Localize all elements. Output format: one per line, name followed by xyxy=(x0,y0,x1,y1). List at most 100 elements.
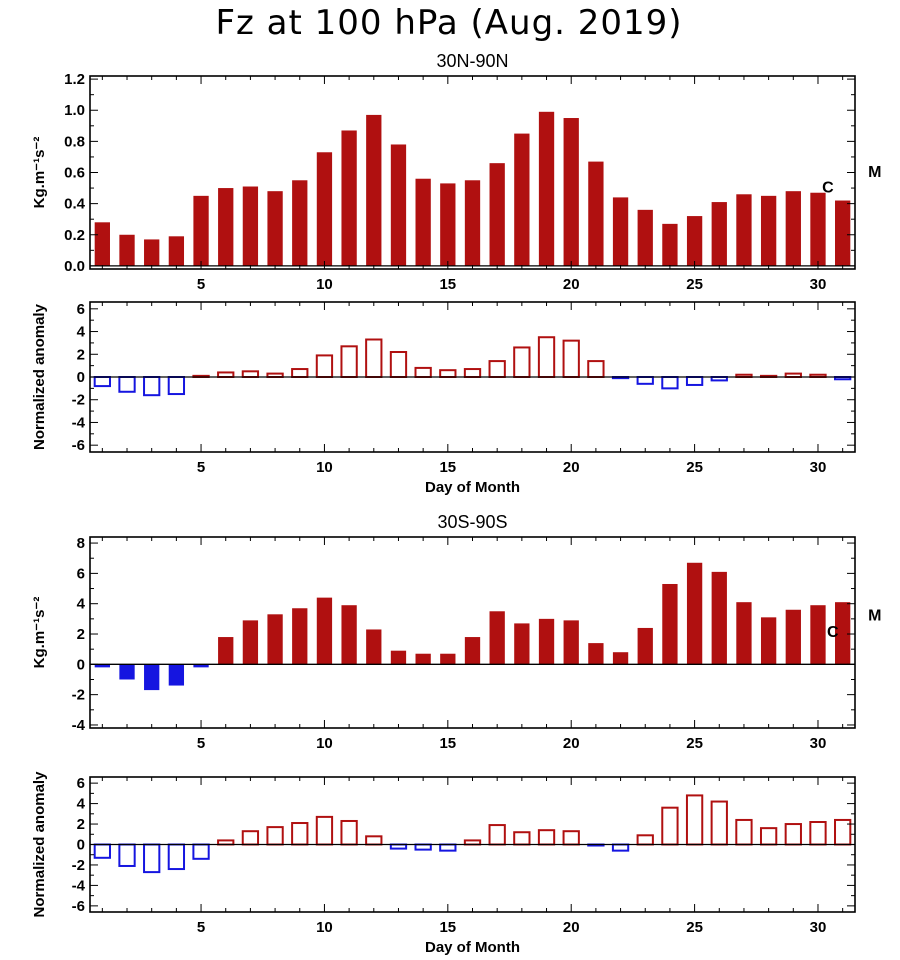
x-tick-label: 15 xyxy=(439,459,456,476)
bar-day-12 xyxy=(366,629,382,665)
y-tick-label: 0.0 xyxy=(64,258,85,275)
bar-day-17 xyxy=(488,824,506,846)
chart-panel-3: 5 10 15 20 25 30 -4 -2 0 2 4 6 8 30S-90S Kg.m⁻¹s⁻² C M xyxy=(31,512,881,752)
bar-day-1 xyxy=(94,222,110,266)
bar-day-14 xyxy=(415,178,431,266)
bar-day-6 xyxy=(218,188,234,266)
marker-m: M xyxy=(868,607,881,624)
y-tick-label: 1.2 xyxy=(64,71,85,88)
x-tick-label: 30 xyxy=(810,919,827,936)
y-axis-label: Normalized anomaly xyxy=(31,303,48,450)
bar-day-12 xyxy=(365,835,383,846)
y-axis-label: Kg.m⁻¹s⁻² xyxy=(31,597,48,669)
bar-day-8 xyxy=(266,826,284,846)
bar-day-21 xyxy=(587,360,605,378)
bar-day-11 xyxy=(340,345,358,379)
y-tick-label: 0.6 xyxy=(64,165,85,182)
bar-day-3 xyxy=(143,376,161,397)
bar-day-27 xyxy=(735,818,753,846)
marker-m: M xyxy=(868,164,881,181)
bar-day-22 xyxy=(611,843,630,852)
y-tick-label: -6 xyxy=(72,437,85,454)
bar-day-22 xyxy=(612,652,629,665)
bar-day-18 xyxy=(514,133,530,266)
bar-day-14 xyxy=(414,366,432,379)
bar-day-24 xyxy=(661,806,679,846)
bar-day-9 xyxy=(291,822,309,846)
bar-day-13 xyxy=(389,351,408,378)
panel-title: 30N-90N xyxy=(436,51,508,71)
bar-day-11 xyxy=(341,130,357,266)
y-tick-label: 0 xyxy=(77,656,85,673)
chart-panel-1: 5 10 15 20 25 30 0.0 0.2 0.4 0.6 0.8 1.0 1.2 30N-90N K… xyxy=(31,51,881,293)
x-tick-label: 5 xyxy=(197,459,205,476)
bar-day-11 xyxy=(340,819,358,846)
y-tick-label: -2 xyxy=(72,857,85,874)
bar-day-8 xyxy=(267,191,283,266)
bar-day-31 xyxy=(835,200,851,266)
bar-day-26 xyxy=(710,800,728,846)
y-tick-label: 0 xyxy=(77,369,85,386)
bar-day-24 xyxy=(662,223,678,266)
x-tick-label: 25 xyxy=(686,276,703,293)
bar-day-18 xyxy=(514,623,530,665)
x-tick-label: 10 xyxy=(316,919,333,936)
bar-day-2 xyxy=(119,664,135,680)
bar-day-22 xyxy=(612,197,629,266)
bar-day-28 xyxy=(759,827,778,846)
bar-day-21 xyxy=(588,643,604,665)
panel-title: 30S-90S xyxy=(437,512,507,532)
bar-day-17 xyxy=(488,360,506,378)
bar-day-12 xyxy=(365,338,383,378)
bar-day-7 xyxy=(242,186,259,266)
x-tick-label: 30 xyxy=(810,735,827,752)
bar-day-16 xyxy=(464,180,481,266)
bar-day-30 xyxy=(810,192,826,266)
bar-day-4 xyxy=(167,843,186,871)
bar-day-1 xyxy=(93,376,111,388)
bar-day-28 xyxy=(760,195,777,266)
bar-day-11 xyxy=(341,605,357,665)
bar-day-17 xyxy=(489,163,505,266)
y-tick-label: -4 xyxy=(72,717,86,734)
bar-day-14 xyxy=(415,653,431,665)
bar-day-6 xyxy=(217,371,235,379)
bar-day-2 xyxy=(118,376,136,393)
bar-day-23 xyxy=(636,834,654,846)
bar-day-15 xyxy=(440,653,456,665)
x-tick-label: 20 xyxy=(563,919,580,936)
x-axis-label: Day of Month xyxy=(425,939,520,956)
bar-day-1 xyxy=(93,843,111,859)
x-tick-label: 5 xyxy=(197,276,205,293)
y-tick-label: 2 xyxy=(77,626,85,643)
bar-day-17 xyxy=(489,611,505,665)
y-tick-label: 2 xyxy=(77,816,85,833)
bar-day-9 xyxy=(291,368,309,378)
x-tick-label: 5 xyxy=(197,735,205,752)
y-tick-label: 8 xyxy=(77,535,85,552)
bar-day-5 xyxy=(193,664,209,668)
y-tick-label: 4 xyxy=(77,596,86,613)
bar-day-9 xyxy=(292,180,308,266)
y-axis-label: Normalized anomaly xyxy=(31,771,48,918)
bar-day-20 xyxy=(563,118,579,266)
x-tick-label: 25 xyxy=(686,459,703,476)
bar-day-10 xyxy=(316,597,333,665)
x-axis-label: Day of Month xyxy=(425,479,520,496)
bar-day-28 xyxy=(760,617,777,665)
chart-panels: 5 10 15 20 25 300.00.20.40.60.81.01.230N-90NK… xyxy=(31,51,881,956)
bar-day-10 xyxy=(316,152,333,266)
marker-c: C xyxy=(822,180,834,197)
bar-day-24 xyxy=(662,583,678,665)
bar-day-20 xyxy=(562,339,580,379)
x-tick-label: 15 xyxy=(439,276,456,293)
bar-day-23 xyxy=(636,376,654,385)
bar-day-20 xyxy=(562,830,580,846)
x-tick-label: 10 xyxy=(316,459,333,476)
bar-day-19 xyxy=(537,829,556,846)
x-tick-label: 5 xyxy=(197,919,205,936)
bar-day-20 xyxy=(563,620,579,665)
bar-day-9 xyxy=(292,608,308,665)
bar-day-19 xyxy=(537,336,556,379)
bar-day-4 xyxy=(168,236,185,266)
